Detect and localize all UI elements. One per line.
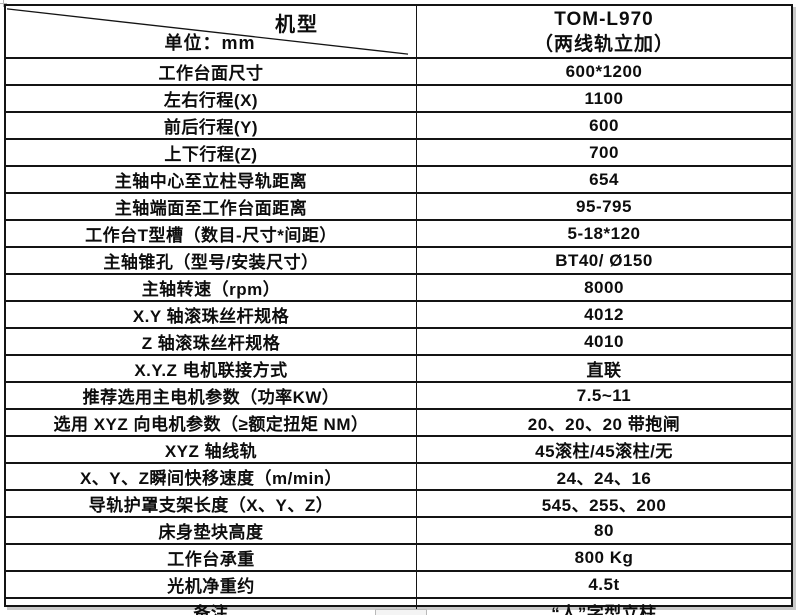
spec-label-cell: 左右行程(X) [6, 86, 417, 111]
spec-label-cell: 推荐选用主电机参数（功率KW） [6, 383, 417, 408]
spec-rows: 工作台面尺寸 600*1200 左右行程(X) 1100 前后行程(Y) 600 上下行程(… [6, 59, 791, 615]
spec-label-cell: 上下行程(Z) [6, 140, 417, 165]
spec-label-cell: 工作台面尺寸 [6, 59, 417, 84]
spec-value-cell: 4.5t [588, 574, 620, 594]
spec-label-cell: 选用 XYZ 向电机参数（≥额定扭矩 NM） [6, 410, 417, 435]
spec-label-cell: X.Y.Z 电机联接方式 [6, 356, 417, 381]
diagonal-divider-line [6, 8, 409, 55]
table-row: 前后行程(Y) 600 [6, 113, 791, 140]
spec-value-cell: 5-18*120 [567, 223, 641, 243]
header-corner-cell: 机型 单位：mm [6, 6, 417, 57]
table-row: Z 轴滚珠丝杆规格 4010 [6, 329, 791, 356]
table-row: 工作台承重 800 Kg [6, 545, 791, 572]
spec-label-cell: X.Y 轴滚珠丝杆规格 [6, 302, 417, 327]
page-edge-artifact [375, 609, 427, 615]
table-row: 主轴中心至立柱导轨距离 654 [6, 167, 791, 194]
table-row: X.Y 轴滚珠丝杆规格 4012 [6, 302, 791, 329]
table-row: 光机净重约 4.5t [6, 572, 791, 599]
table-row: 主轴端面至工作台面距离 95-795 [6, 194, 791, 221]
spec-value-cell: 700 [589, 142, 619, 162]
spec-value-cell: 24、24、16 [556, 469, 652, 488]
spec-value-cell: 20、20、20 带抱闸 [527, 415, 681, 434]
spec-value-cell: 545、255、200 [541, 496, 667, 515]
spec-value-cell: “人”字型立柱 [551, 604, 657, 615]
spec-label-cell: 主轴中心至立柱导轨距离 [6, 167, 417, 192]
spec-value-cell: 600 [589, 115, 619, 135]
spec-value-cell: 95-795 [576, 196, 632, 216]
spec-value-cell: 8000 [584, 277, 624, 297]
table-row: 推荐选用主电机参数（功率KW） 7.5~11 [6, 383, 791, 410]
machine-spec-table: 机型 单位：mm TOM-L970 （两线轨立加） 工作台面尺寸 600*1200… [4, 4, 793, 615]
table-row: 上下行程(Z) 700 [6, 140, 791, 167]
spec-label-cell: 工作台承重 [6, 545, 417, 570]
anchor-cross-icon [0, 0, 7, 7]
spec-label-cell: 工作台T型槽（数目-尺寸*间距） [6, 221, 417, 246]
spec-value-cell: BT40/ Ø150 [555, 250, 653, 270]
spec-label-cell: 前后行程(Y) [6, 113, 417, 138]
table-row: 工作台T型槽（数目-尺寸*间距） 5-18*120 [6, 221, 791, 248]
spec-label-cell: 主轴端面至工作台面距离 [6, 194, 417, 219]
spec-label-cell: 主轴锥孔（型号/安装尺寸） [6, 248, 417, 273]
spec-label-cell: Z 轴滚珠丝杆规格 [6, 329, 417, 354]
header-model-cell: TOM-L970 （两线轨立加） [417, 6, 791, 57]
table-row: 主轴转速（rpm） 8000 [6, 275, 791, 302]
spec-value-cell: 直联 [586, 361, 622, 380]
spec-label-cell: 备注 [6, 599, 417, 615]
table-row: 床身垫块高度 80 [6, 518, 791, 545]
spec-value-cell: 654 [589, 169, 619, 189]
spec-value-cell: 4012 [584, 304, 624, 324]
spec-value-cell: 80 [594, 520, 614, 540]
spec-value-cell: 4010 [584, 331, 624, 351]
spec-label-cell: X、Y、Z瞬间快移速度（m/min） [6, 464, 417, 489]
table-row: XYZ 轴线轨 45滚柱/45滚柱/无 [6, 437, 791, 464]
table-row: 左右行程(X) 1100 [6, 86, 791, 113]
table-row: 导轨护罩支架长度（X、Y、Z） 545、255、200 [6, 491, 791, 518]
spec-value-cell: 800 Kg [574, 547, 634, 567]
table-row: 工作台面尺寸 600*1200 [6, 59, 791, 86]
table-row: 主轴锥孔（型号/安装尺寸） BT40/ Ø150 [6, 248, 791, 275]
spec-label-cell: XYZ 轴线轨 [6, 437, 417, 462]
model-name: TOM-L970 [554, 8, 654, 30]
table-row: 备注 “人”字型立柱 [6, 599, 791, 615]
table-header-row: 机型 单位：mm TOM-L970 （两线轨立加） [6, 6, 791, 59]
spec-label-cell: 床身垫块高度 [6, 518, 417, 543]
corner-label-machine-type: 机型 [275, 14, 319, 36]
table-row: 选用 XYZ 向电机参数（≥额定扭矩 NM） 20、20、20 带抱闸 [6, 410, 791, 437]
table-row: X.Y.Z 电机联接方式 直联 [6, 356, 791, 383]
spec-value-cell: 7.5~11 [576, 385, 632, 405]
table-row: X、Y、Z瞬间快移速度（m/min） 24、24、16 [6, 464, 791, 491]
model-subtitle: （两线轨立加） [533, 33, 674, 55]
spec-label-cell: 光机净重约 [6, 572, 417, 597]
spec-label-cell: 主轴转速（rpm） [6, 275, 417, 300]
spec-label-cell: 导轨护罩支架长度（X、Y、Z） [6, 491, 417, 516]
spec-value-cell: 45滚柱/45滚柱/无 [535, 442, 673, 461]
spec-value-cell: 600*1200 [565, 61, 643, 81]
spec-value-cell: 1100 [584, 88, 624, 108]
corner-label-unit: 单位：mm [164, 33, 256, 53]
